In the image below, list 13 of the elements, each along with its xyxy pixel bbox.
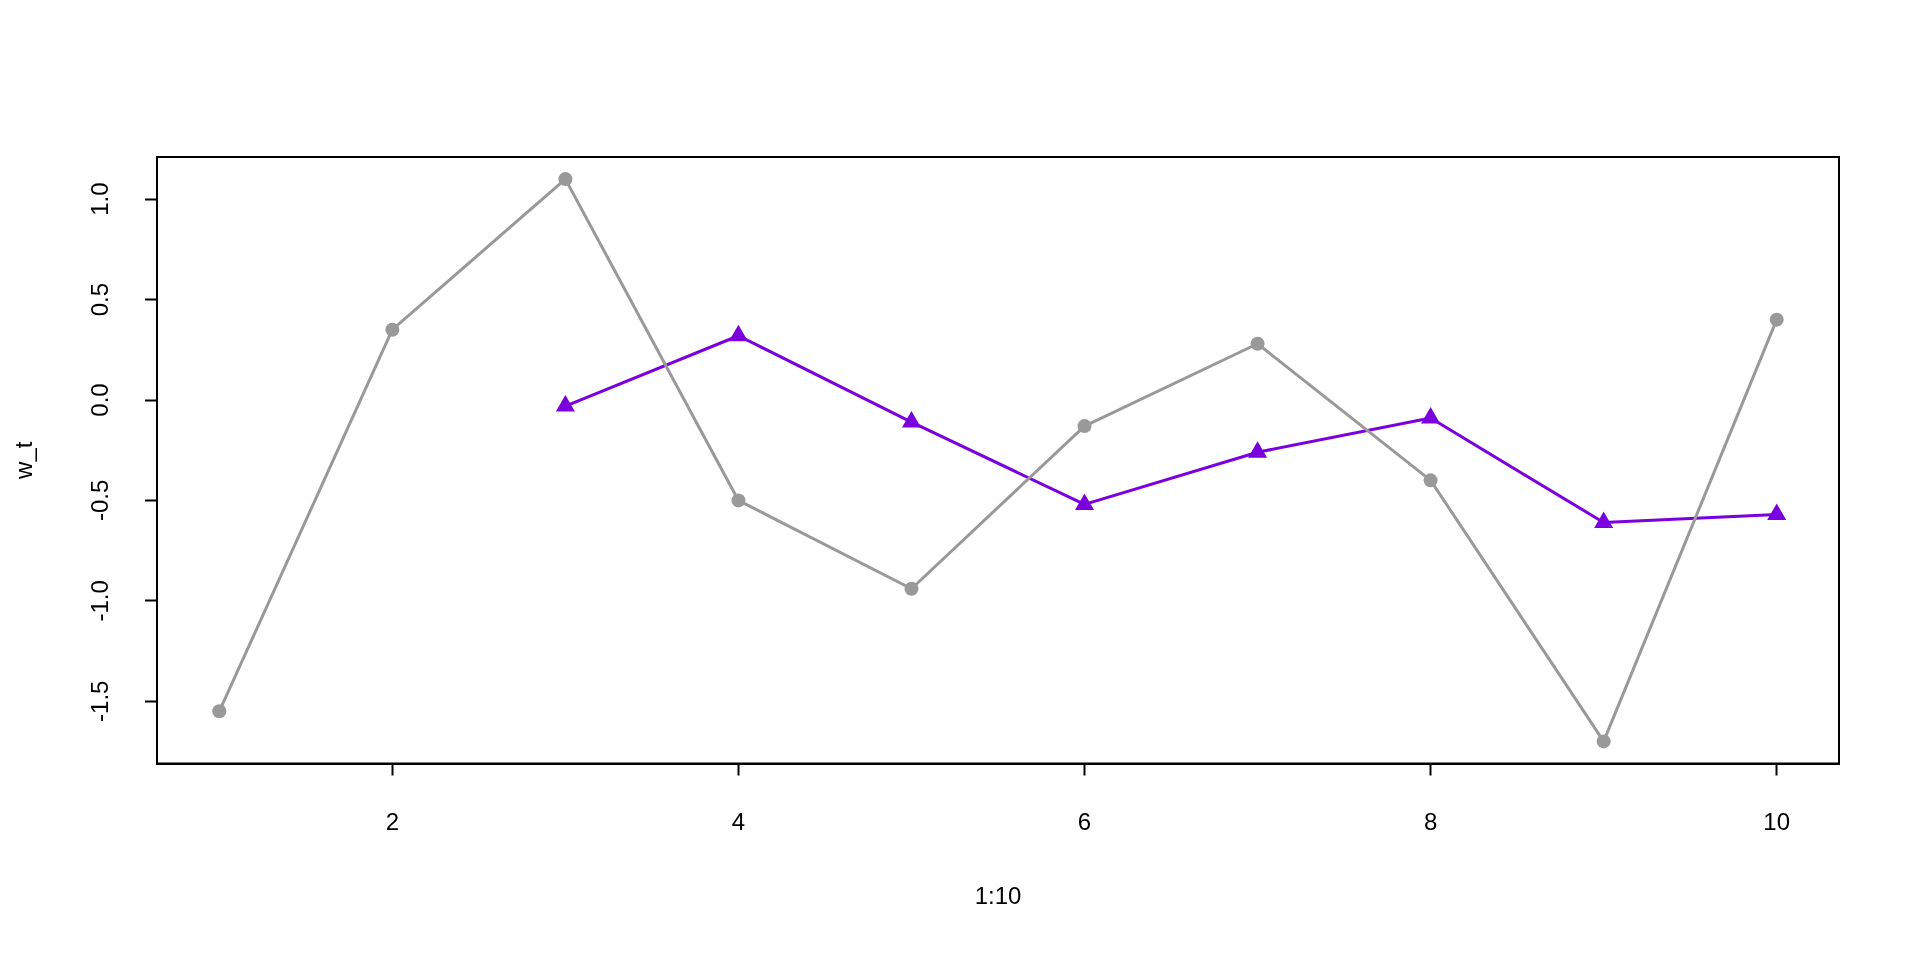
x-tick-label: 6 [1077, 807, 1092, 835]
x-tick-label: 4 [731, 807, 746, 835]
y-tick-label: -1.0 [85, 580, 113, 622]
x-tick-label: 8 [1423, 807, 1438, 835]
y-tick-label: 0.0 [85, 383, 113, 417]
y-tick-label: 1.0 [85, 182, 113, 216]
y-tick-label: 0.5 [85, 282, 113, 317]
y-tick-label: -0.5 [85, 479, 113, 522]
x-axis-title: 1:10 [974, 882, 1022, 910]
y-axis-title: w_t [10, 441, 38, 480]
x-tick-label: 10 [1763, 807, 1791, 835]
y-tick-label: -1.5 [85, 680, 113, 722]
x-tick-label: 2 [385, 807, 400, 835]
